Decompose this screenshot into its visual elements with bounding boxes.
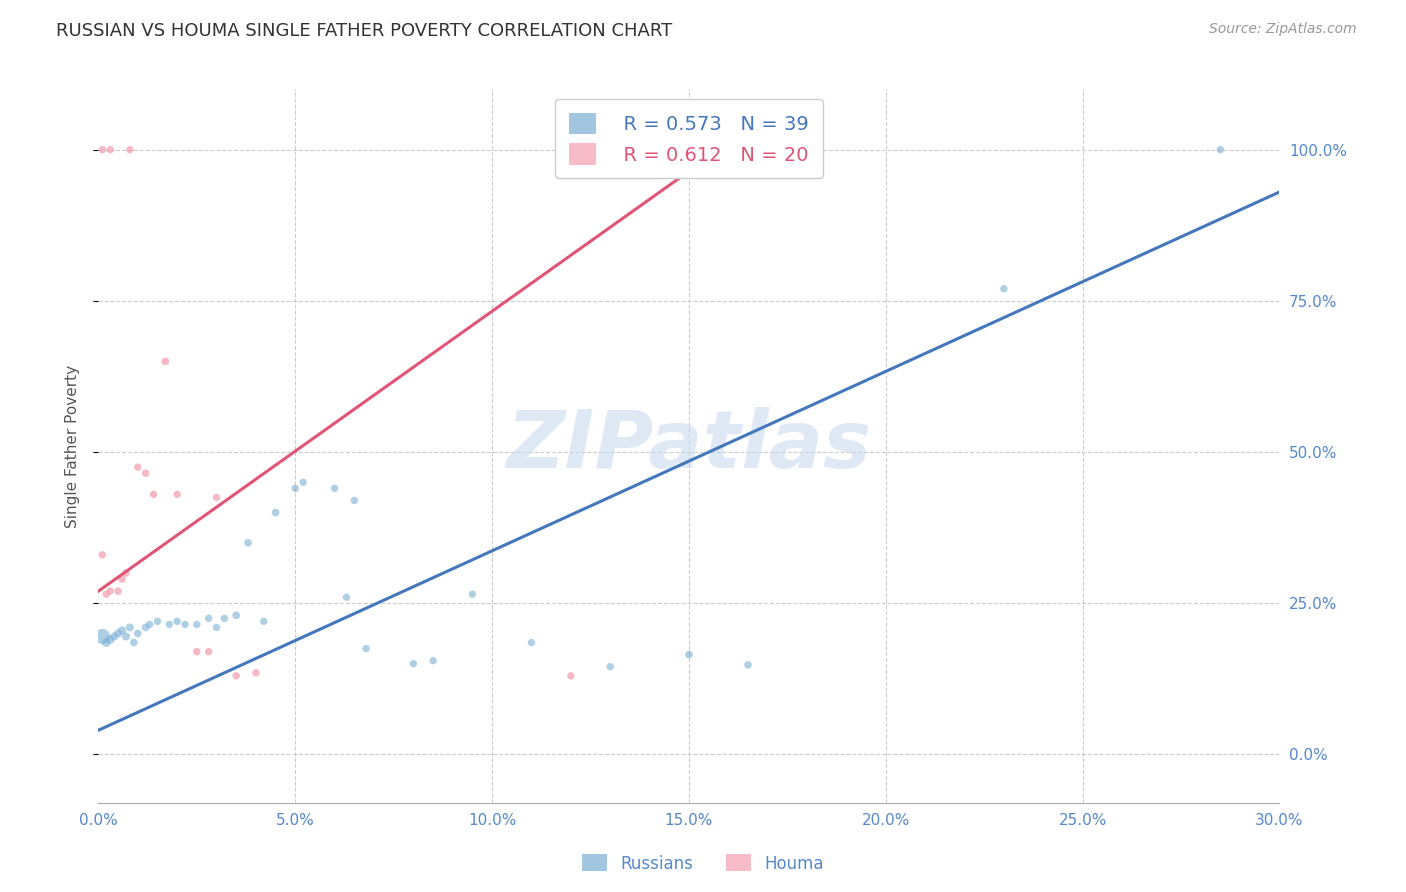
Point	[323, 481, 346, 495]
Text: RUSSIAN VS HOUMA SINGLE FATHER POVERTY CORRELATION CHART: RUSSIAN VS HOUMA SINGLE FATHER POVERTY C…	[56, 22, 672, 40]
Text: ZIPatlas: ZIPatlas	[506, 407, 872, 485]
Point	[245, 665, 267, 680]
Point	[205, 491, 228, 505]
Text: Source: ZipAtlas.com: Source: ZipAtlas.com	[1209, 22, 1357, 37]
Point	[225, 608, 247, 623]
Point	[98, 143, 121, 157]
Point	[146, 615, 169, 629]
Point	[560, 669, 582, 683]
Point	[107, 626, 129, 640]
Point	[197, 611, 219, 625]
Point	[461, 587, 484, 601]
Point	[284, 481, 307, 495]
Point	[402, 657, 425, 671]
Point	[1209, 143, 1232, 157]
Point	[354, 641, 377, 656]
Point	[520, 635, 543, 649]
Point	[98, 632, 121, 647]
Point	[135, 620, 157, 634]
Point	[343, 493, 366, 508]
Point	[91, 630, 114, 644]
Point	[91, 548, 114, 562]
Y-axis label: Single Father Poverty: Single Father Poverty	[65, 365, 80, 527]
Point	[142, 487, 165, 501]
Point	[422, 654, 444, 668]
Point	[107, 584, 129, 599]
Point	[166, 487, 188, 501]
Point	[225, 669, 247, 683]
Point	[91, 143, 114, 157]
Point	[205, 620, 228, 634]
Point	[96, 587, 118, 601]
Point	[118, 620, 141, 634]
Point	[96, 635, 118, 649]
Point	[292, 475, 315, 490]
Point	[111, 624, 134, 638]
Point	[253, 615, 276, 629]
Point	[993, 282, 1015, 296]
Point	[98, 584, 121, 599]
Point	[737, 657, 759, 672]
Point	[115, 630, 138, 644]
Point	[135, 467, 157, 481]
Point	[111, 572, 134, 586]
Point	[678, 648, 700, 662]
Point	[264, 506, 287, 520]
Point	[157, 617, 180, 632]
Legend: Russians, Houma: Russians, Houma	[575, 847, 831, 880]
Point	[599, 659, 621, 673]
Point	[122, 635, 145, 649]
Point	[335, 590, 357, 604]
Point	[214, 611, 236, 625]
Point	[127, 626, 149, 640]
Point	[138, 617, 160, 632]
Point	[174, 617, 197, 632]
Point	[155, 354, 177, 368]
Point	[127, 460, 149, 475]
Legend:   R = 0.573   N = 39,   R = 0.612   N = 20: R = 0.573 N = 39, R = 0.612 N = 20	[555, 99, 823, 178]
Point	[186, 617, 208, 632]
Point	[118, 143, 141, 157]
Point	[236, 535, 259, 549]
Point	[103, 630, 125, 644]
Point	[186, 645, 208, 659]
Point	[197, 645, 219, 659]
Point	[166, 615, 188, 629]
Point	[115, 566, 138, 580]
